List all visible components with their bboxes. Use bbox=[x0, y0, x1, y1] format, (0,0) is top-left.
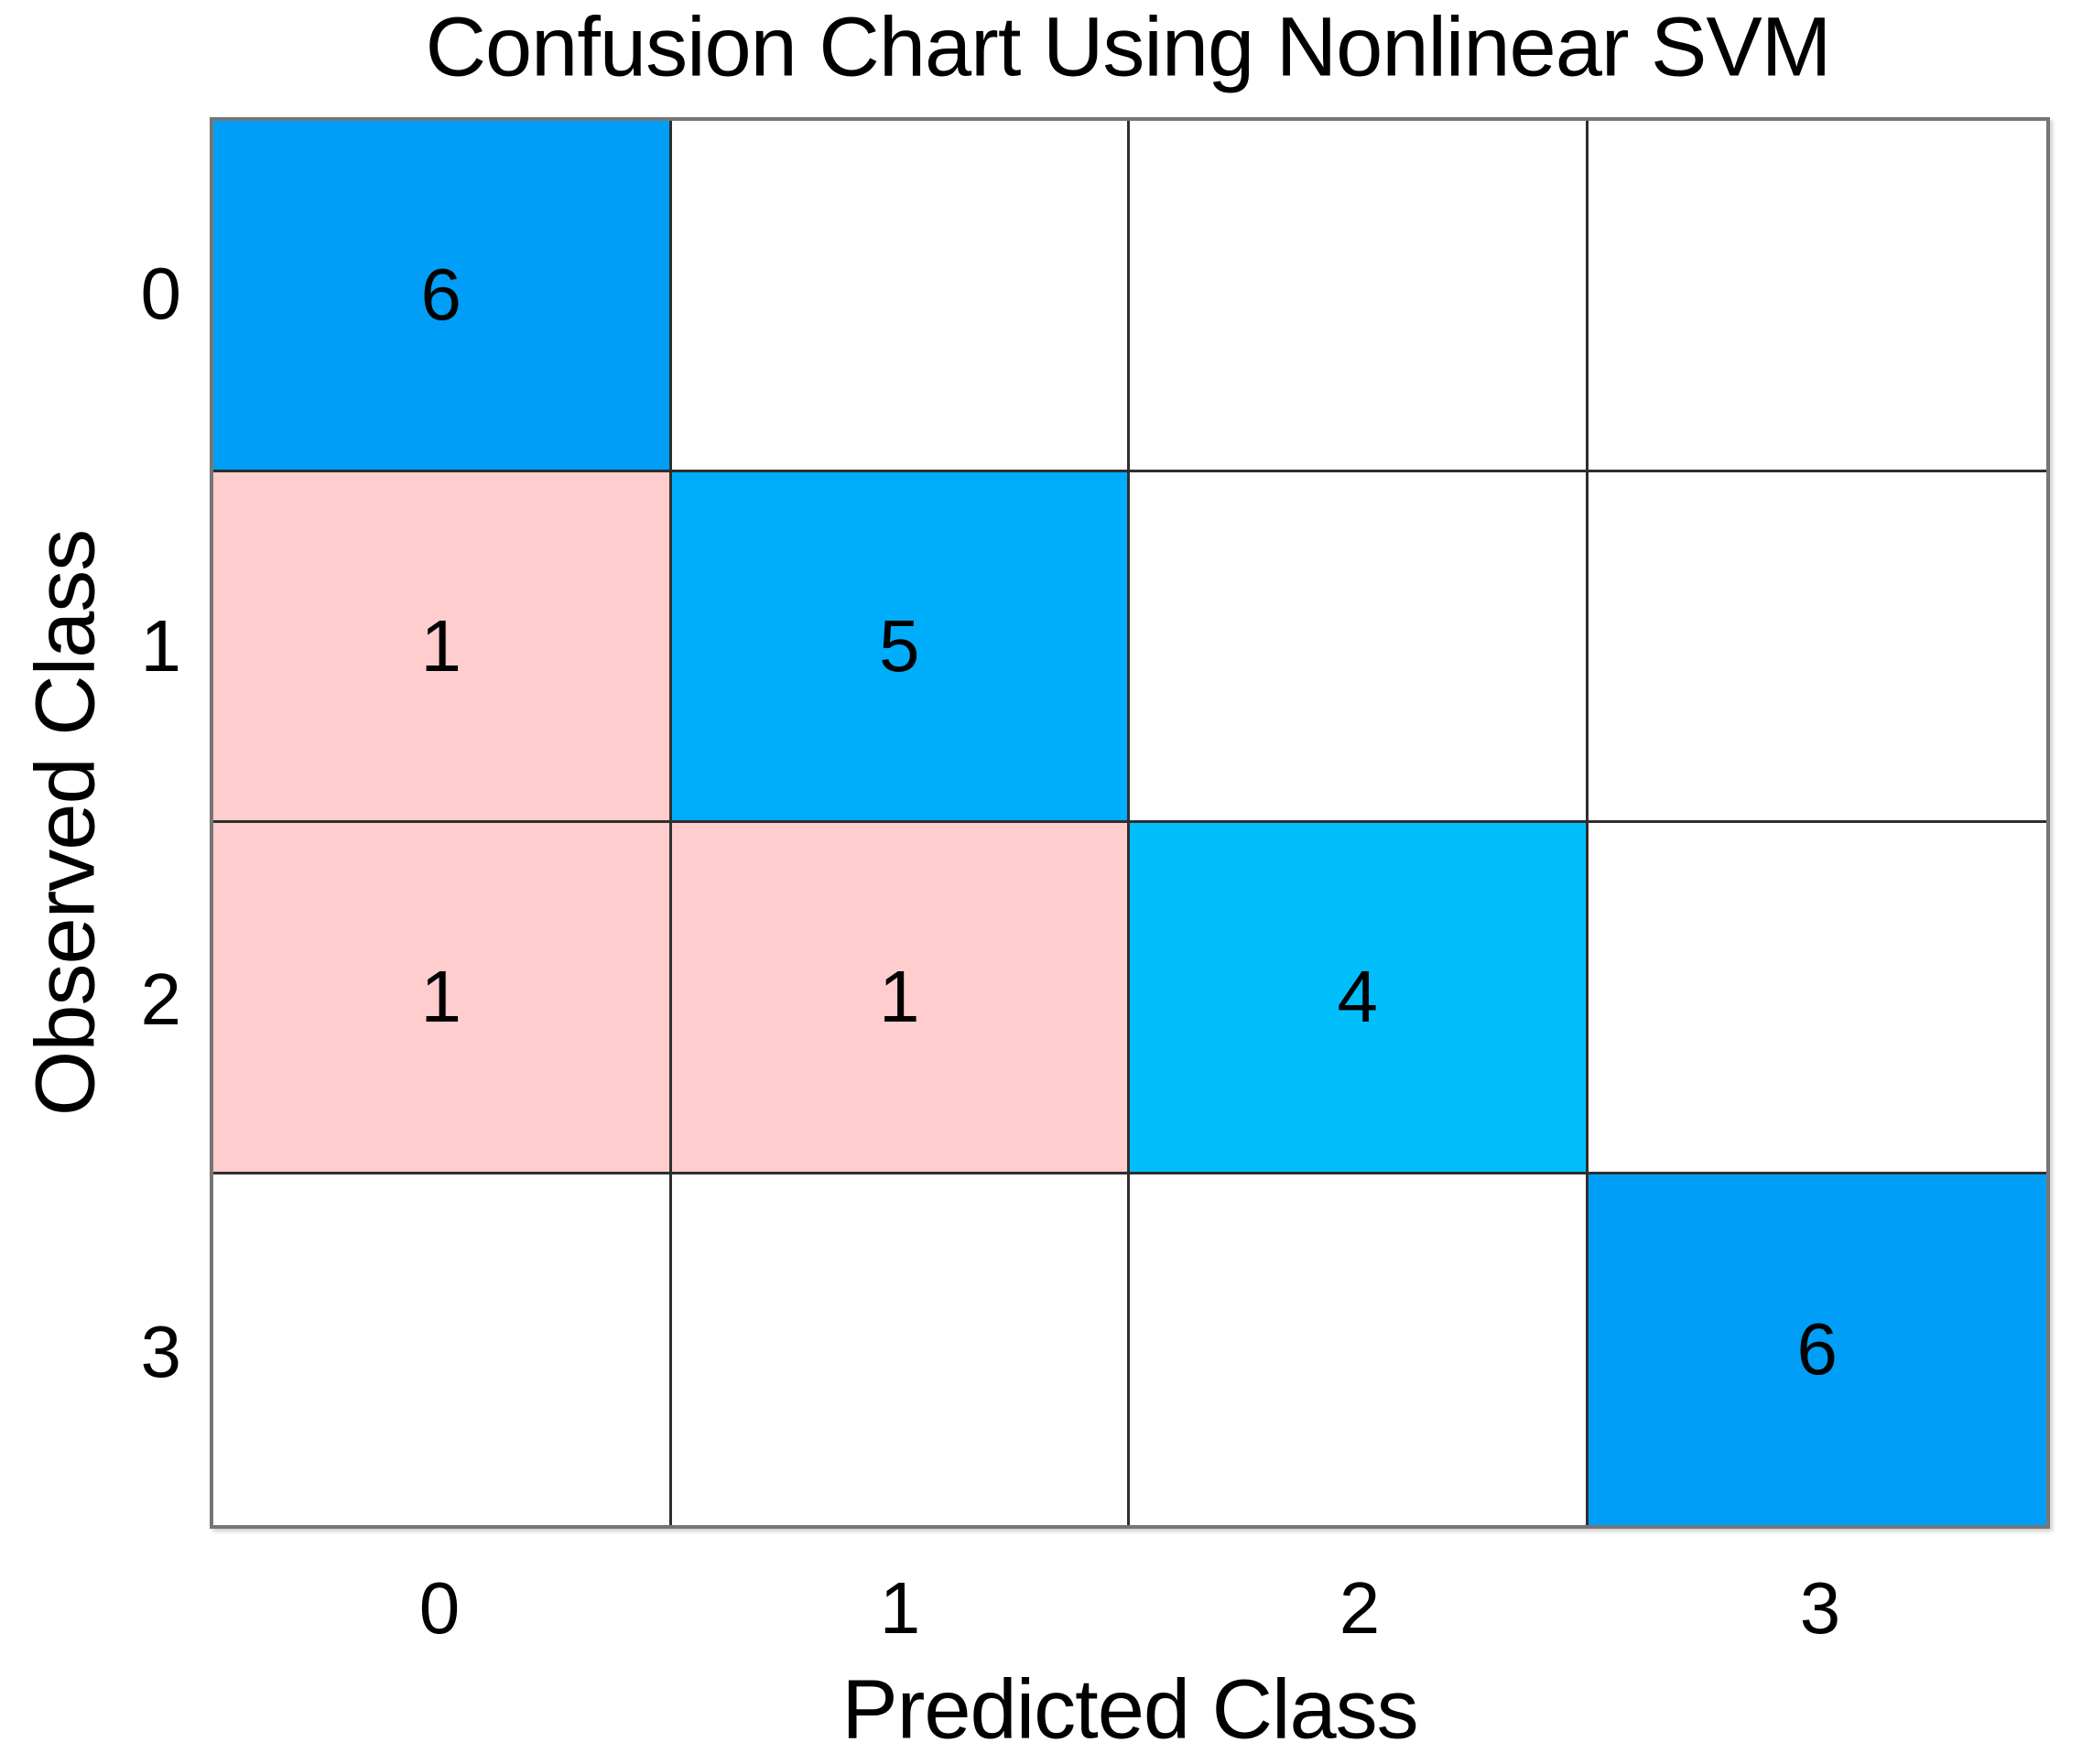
y-tick-label-2: 2 bbox=[140, 958, 182, 1040]
matrix-cell-r2c0: 1 bbox=[213, 823, 672, 1174]
y-tick-label-3: 3 bbox=[140, 1311, 182, 1392]
matrix-cell-r3c2 bbox=[1130, 1174, 1589, 1525]
matrix-cell-r2c1: 1 bbox=[671, 823, 1130, 1174]
chart-title: Confusion Chart Using Nonlinear SVM bbox=[425, 0, 1832, 94]
matrix-cell-r0c2 bbox=[1130, 121, 1589, 472]
y-tick-label-1: 1 bbox=[140, 605, 182, 687]
x-tick-label-2: 2 bbox=[1339, 1567, 1381, 1649]
matrix-cell-r0c0: 6 bbox=[213, 121, 672, 472]
matrix-cell-r1c2 bbox=[1130, 471, 1589, 823]
matrix-cell-r1c1: 5 bbox=[671, 471, 1130, 823]
y-tick-label-0: 0 bbox=[140, 253, 182, 334]
matrix-cell-r0c3 bbox=[1588, 121, 2046, 472]
matrix-cell-r2c3 bbox=[1588, 823, 2046, 1174]
matrix-cell-r2c2: 4 bbox=[1130, 823, 1589, 1174]
matrix-cell-r1c0: 1 bbox=[213, 471, 672, 823]
x-axis-title: Predicted Class bbox=[841, 1662, 1418, 1757]
matrix-cell-r3c3: 6 bbox=[1588, 1174, 2046, 1525]
x-tick-label-1: 1 bbox=[879, 1567, 921, 1649]
confusion-matrix-plot-area: 6 1 5 1 1 4 6 bbox=[210, 117, 2050, 1529]
x-tick-label-3: 3 bbox=[1799, 1567, 1841, 1649]
matrix-cell-r3c0 bbox=[213, 1174, 672, 1525]
matrix-cell-r1c3 bbox=[1588, 471, 2046, 823]
matrix-cell-r0c1 bbox=[671, 121, 1130, 472]
x-tick-label-0: 0 bbox=[418, 1567, 461, 1649]
y-axis-title: Observed Class bbox=[18, 529, 113, 1117]
matrix-cell-r3c1 bbox=[671, 1174, 1130, 1525]
